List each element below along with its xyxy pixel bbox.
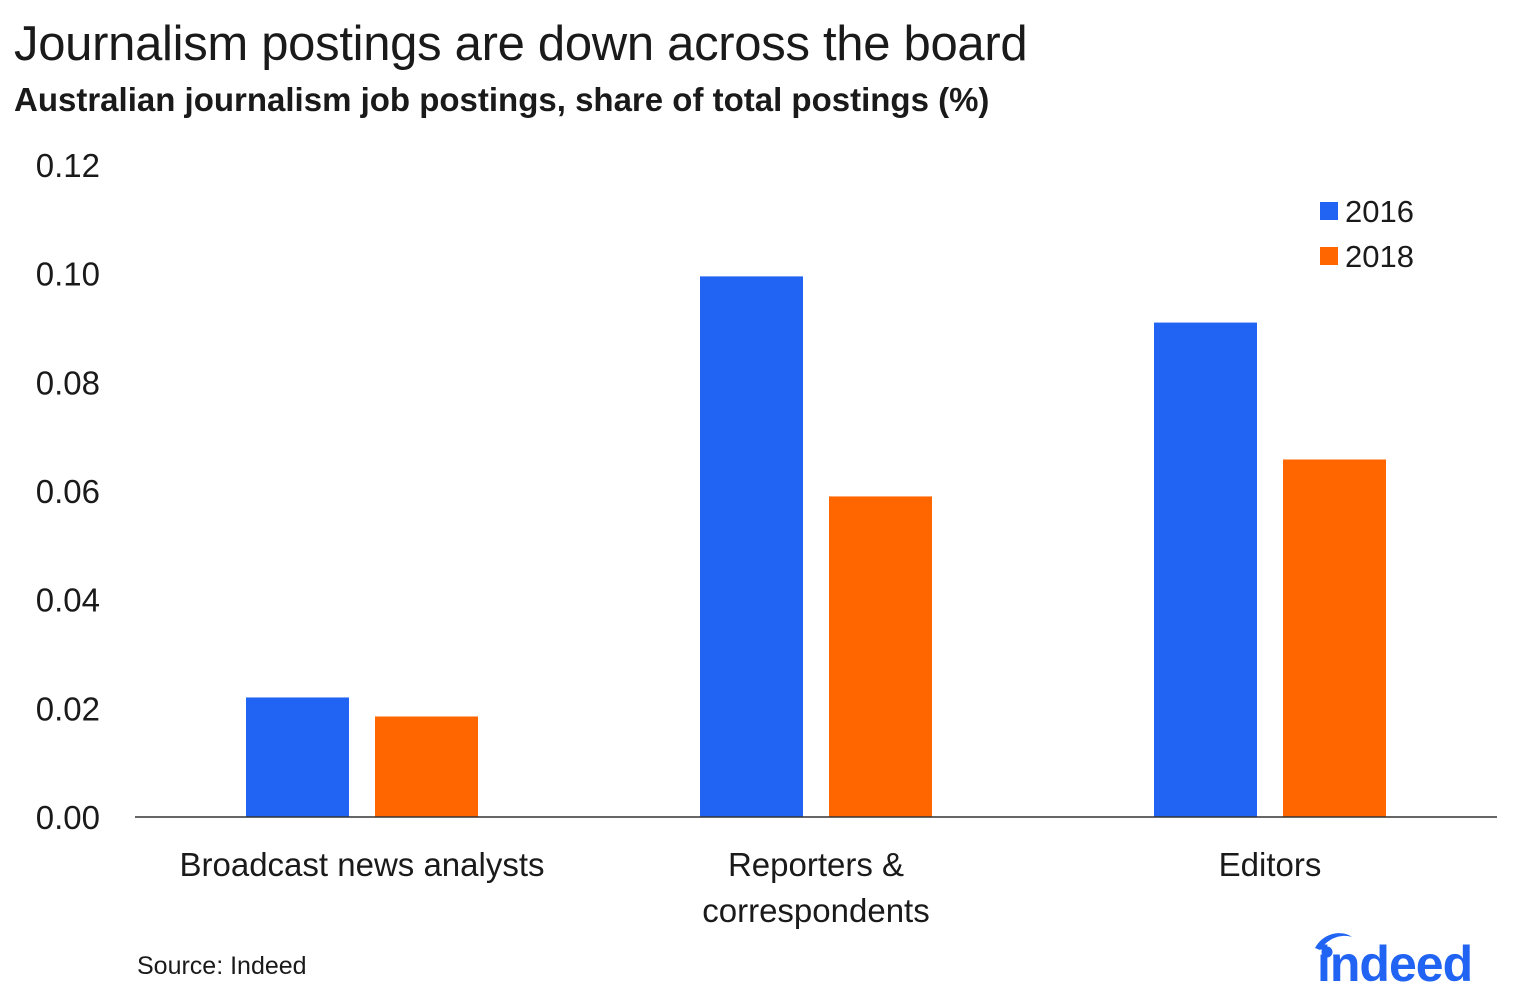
x-tick-label: correspondents xyxy=(702,892,929,929)
bar-2016 xyxy=(700,276,803,818)
logo-dot xyxy=(1321,946,1333,958)
logo-wordmark: indeed xyxy=(1317,936,1472,984)
bar-2018 xyxy=(375,716,478,817)
y-tick-label: 0.04 xyxy=(36,582,100,619)
bar-2016 xyxy=(1154,322,1257,817)
y-tick-label: 0.02 xyxy=(36,690,100,727)
y-tick-label: 0.10 xyxy=(36,256,100,293)
x-tick-label: Reporters & xyxy=(728,846,904,883)
legend-label-2018: 2018 xyxy=(1345,239,1414,274)
x-tick-label: Editors xyxy=(1219,846,1322,883)
y-tick-label: 0.06 xyxy=(36,473,100,510)
bars xyxy=(246,276,1386,818)
x-tick-label: Broadcast news analysts xyxy=(179,846,544,883)
bar-2016 xyxy=(246,697,349,817)
bar-2018 xyxy=(1283,459,1386,817)
y-tick-label: 0.12 xyxy=(36,147,100,184)
chart-subtitle: Australian journalism job postings, shar… xyxy=(14,81,990,118)
bar-2018 xyxy=(829,496,932,817)
chart-title: Journalism postings are down across the … xyxy=(14,17,1028,71)
x-axis-labels: Broadcast news analysts Reporters & corres… xyxy=(179,846,1321,929)
source-note: Source: Indeed xyxy=(137,952,307,980)
legend-swatch-2018 xyxy=(1320,247,1338,265)
y-tick-label: 0.08 xyxy=(36,364,100,401)
logo-swoosh xyxy=(1315,933,1352,950)
legend: 2016 2018 xyxy=(1320,194,1414,274)
legend-label-2016: 2016 xyxy=(1345,194,1414,229)
indeed-logo: indeed xyxy=(1315,933,1473,984)
y-axis-ticks: 0.00 0.02 0.04 0.06 0.08 0.10 0.12 xyxy=(36,147,100,836)
legend-swatch-2016 xyxy=(1320,202,1338,220)
y-tick-label: 0.00 xyxy=(36,799,100,836)
